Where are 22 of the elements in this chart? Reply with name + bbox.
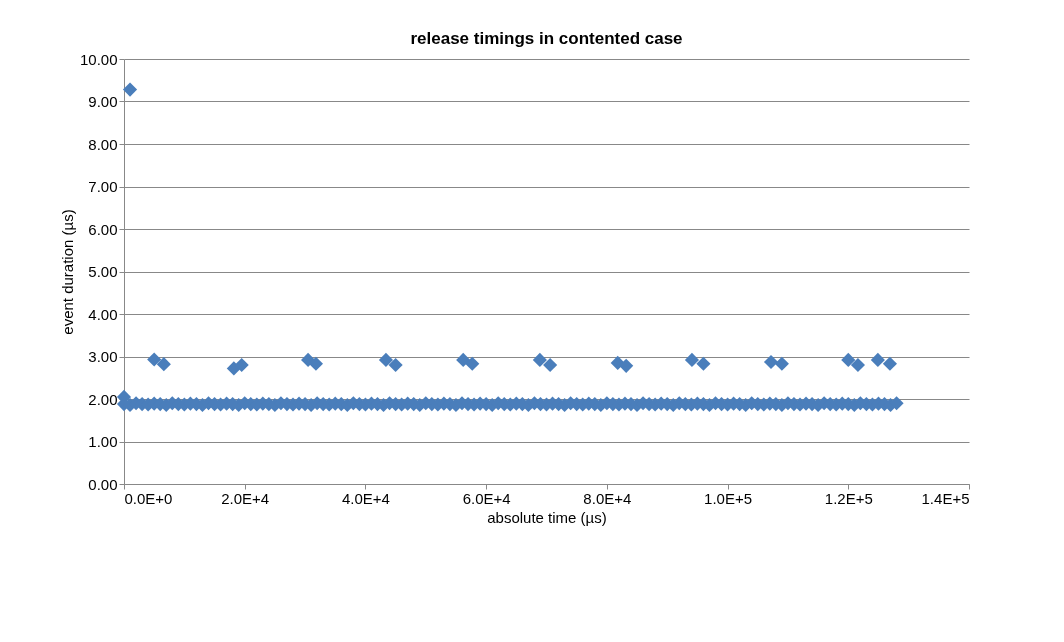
y-tick-label: 5.00 [88,263,118,280]
chart-title: release timings in contented case [410,29,683,48]
x-tick-label: 0.0E+0 [124,489,173,507]
x-tick-label: 1.2E+5 [824,489,873,507]
y-tick-label: 9.00 [88,93,118,110]
y-tick-label: 2.00 [88,390,118,408]
x-tick-label: 1.0E+5 [704,489,753,507]
y-tick-label: 10.00 [79,50,118,68]
x-tick-label: 2.0E+4 [221,489,270,507]
x-tick-label: 8.0E+4 [583,489,632,507]
y-tick-label: 0.00 [88,475,118,493]
y-tick-label: 1.00 [88,433,118,450]
x-axis-title: absolute time (µs) [487,508,607,526]
y-tick-label: 8.00 [88,135,118,153]
y-tick-label: 7.00 [88,178,118,195]
x-tick-label: 4.0E+4 [341,489,390,507]
y-tick-label: 4.00 [88,305,118,323]
y-axis-title: event duration (µs) [58,209,76,335]
y-tick-label: 3.00 [88,348,118,365]
x-tick-label: 6.0E+4 [462,489,511,507]
x-tick-label: 1.4E+5 [921,489,970,507]
y-tick-label: 6.00 [88,220,118,238]
